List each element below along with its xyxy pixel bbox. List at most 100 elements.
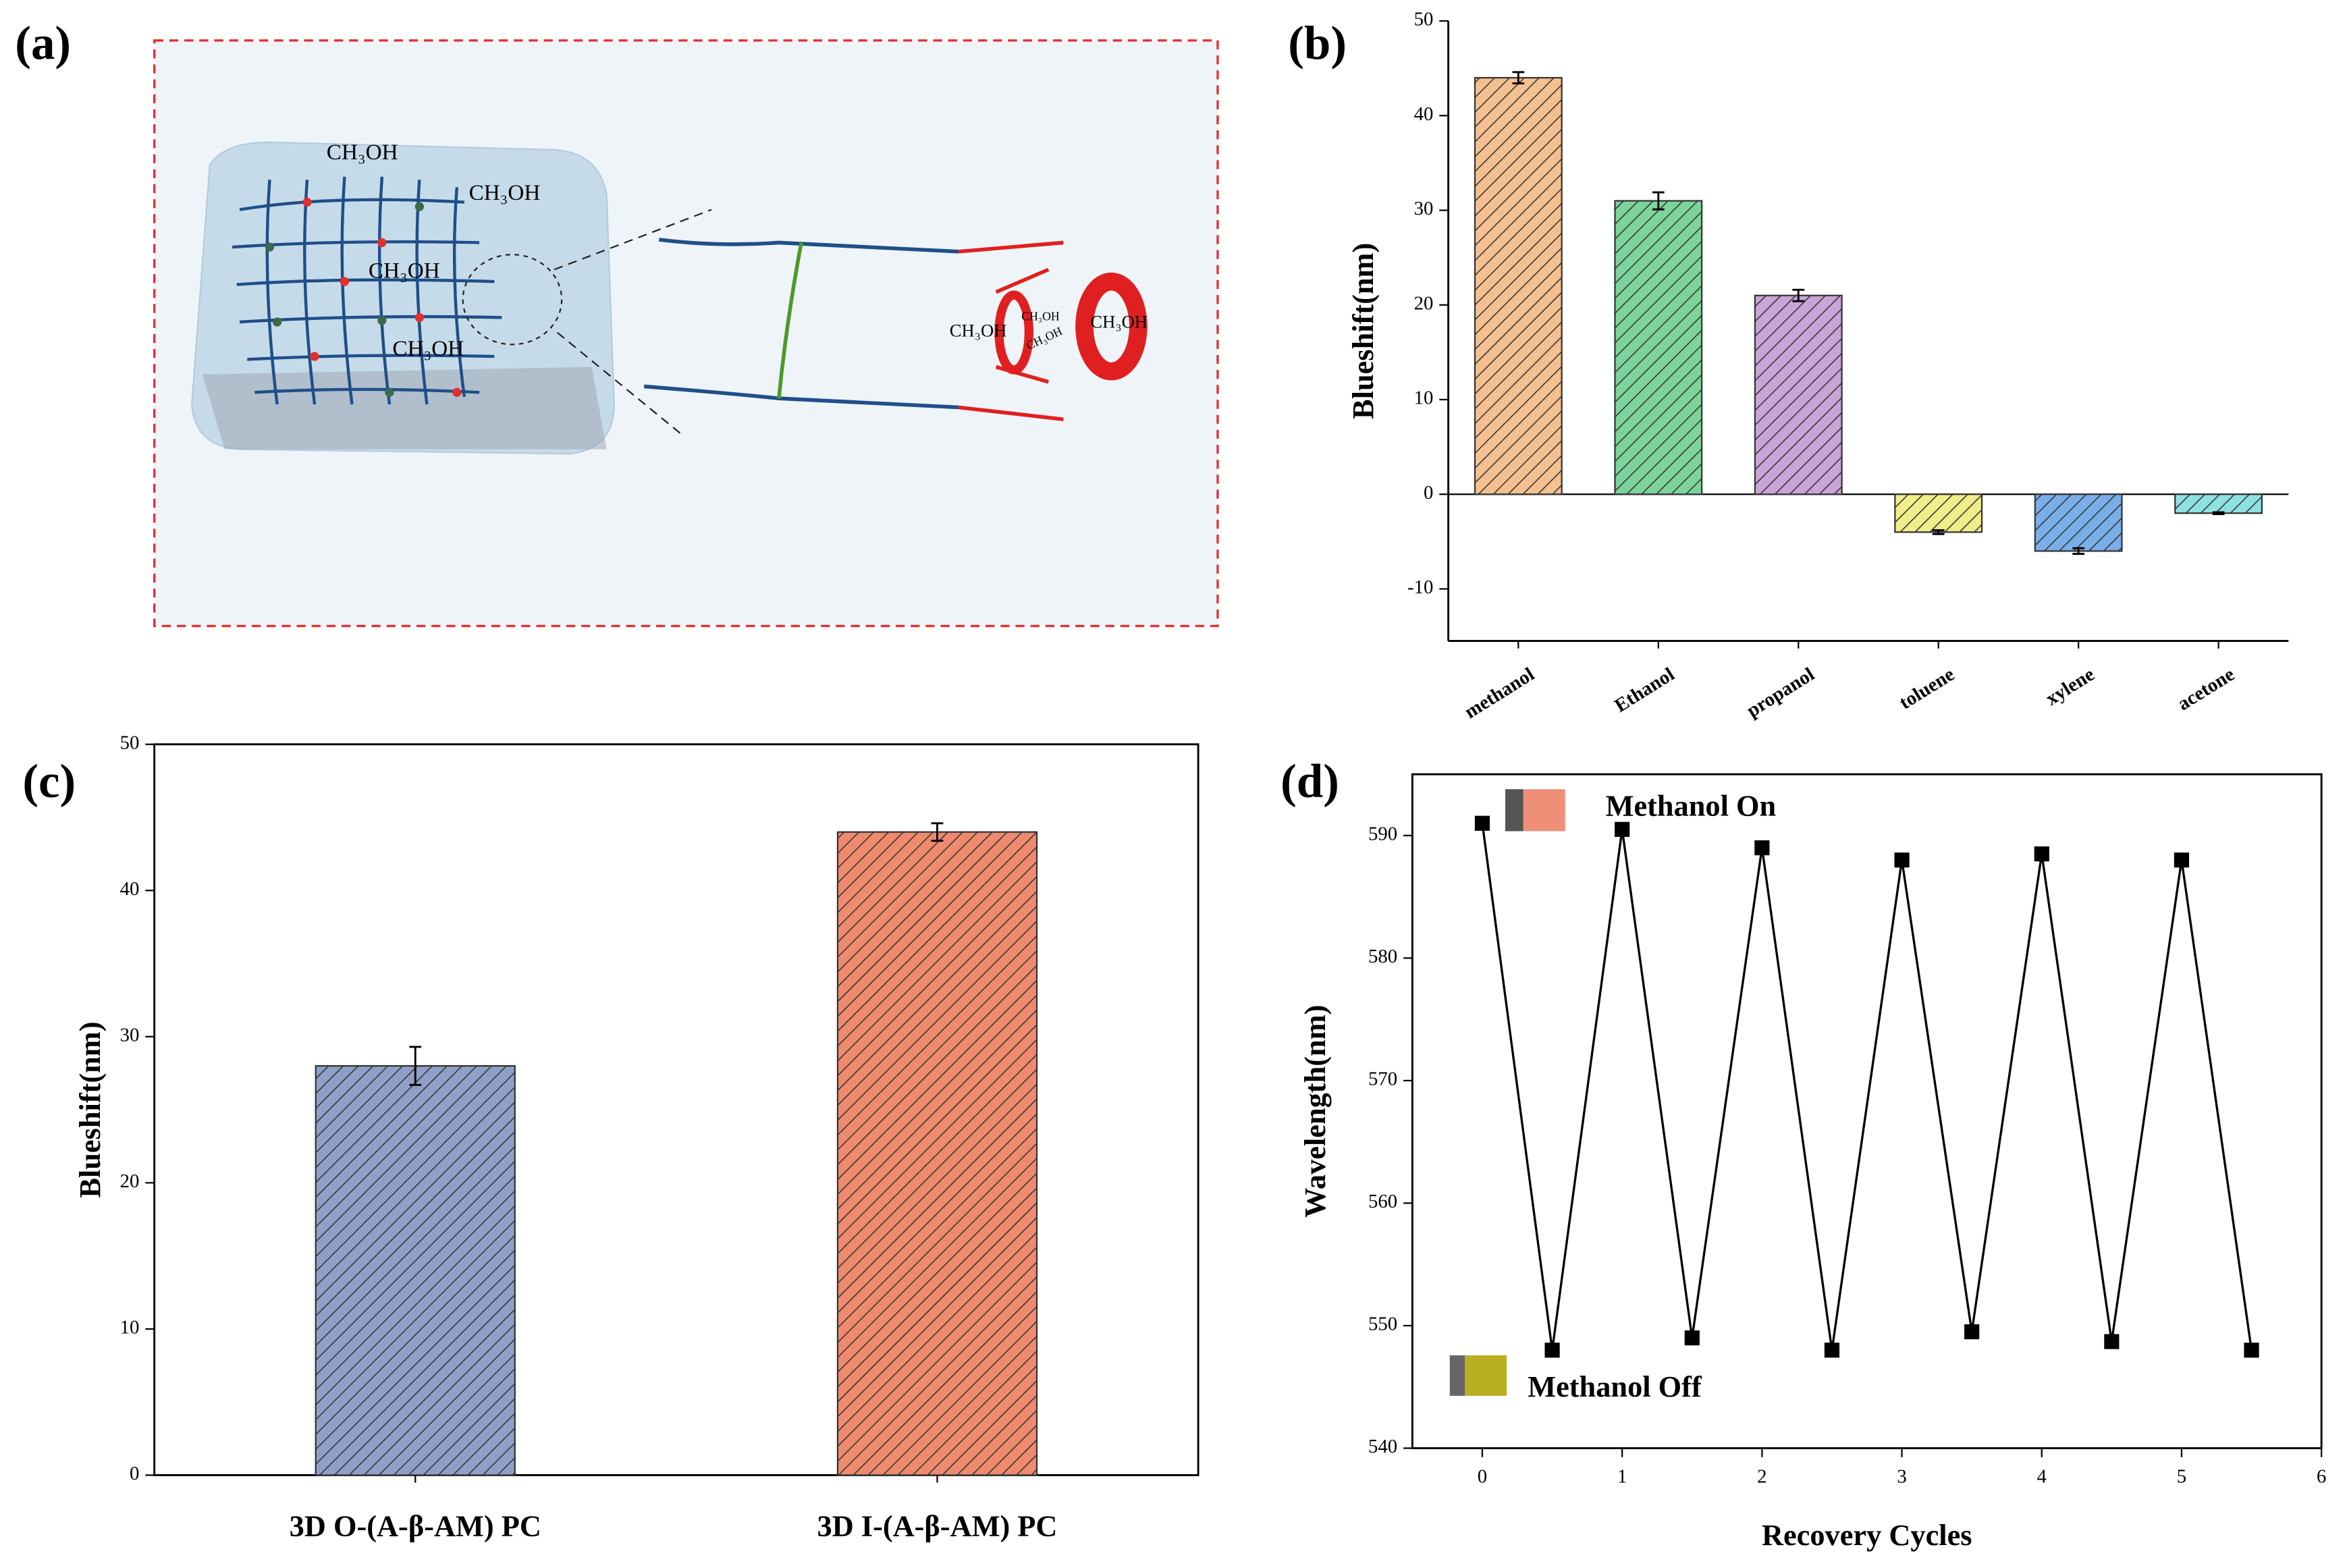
x-tick-label: 1 — [1617, 1466, 1627, 1488]
x-axis-title: Recovery Cycles — [1762, 1518, 1972, 1552]
x-tick-label: propanol — [1743, 664, 1818, 722]
y-tick-label: 30 — [120, 1024, 140, 1046]
error-bar — [1932, 529, 1945, 535]
gel-bottom — [202, 367, 607, 450]
x-tick-label: methanol — [1461, 664, 1538, 723]
marker — [2104, 1334, 2120, 1349]
marker — [2034, 846, 2049, 862]
y-tick-label: 0 — [1424, 482, 1433, 504]
x-tick-label: 3 — [1897, 1466, 1906, 1488]
error-bar — [2212, 511, 2225, 516]
y-axis-title: Wavelength(nm) — [1298, 1005, 1332, 1218]
y-tick-label: 10 — [120, 1317, 140, 1339]
y-tick-label: 0 — [130, 1463, 139, 1484]
y-tick-label: 550 — [1368, 1314, 1397, 1335]
panel-label: (c) — [22, 755, 76, 808]
error-bar — [2072, 547, 2085, 556]
y-tick-label: 50 — [120, 732, 140, 753]
nodes — [265, 202, 425, 397]
diagram-text: CH₃OH — [392, 336, 464, 361]
network — [232, 176, 502, 405]
panel-label: (b) — [1288, 17, 1347, 70]
x-tick-label: Ethanol — [1611, 664, 1678, 717]
plot-frame — [153, 743, 1199, 1476]
marker — [1544, 1343, 1560, 1358]
marker — [1474, 815, 1490, 831]
diagram-text: CH₃OH — [327, 140, 398, 165]
marker — [1964, 1324, 1980, 1340]
photo-inset — [1449, 1355, 1465, 1396]
zoom-line — [554, 209, 712, 271]
x-tick-label: 3D I-(A-β-AM) PC — [817, 1509, 1058, 1543]
diagram-text: CH₃OH — [950, 321, 1007, 341]
x-tick-label: 5 — [2177, 1466, 2186, 1488]
line — [1481, 823, 2253, 1351]
y-tick-label: 10 — [1414, 387, 1434, 409]
diagram-text: CH₃OH — [469, 180, 541, 205]
x-tick-label: 4 — [2037, 1466, 2047, 1488]
panel-label: (a) — [15, 17, 71, 70]
error-bar — [409, 1046, 422, 1086]
cyclodextrin-ring — [1075, 272, 1148, 381]
bar — [1474, 77, 1563, 495]
diagram-text: CH₃OH — [1090, 311, 1148, 331]
x-tick-label: toluene — [1895, 664, 1958, 714]
annotation: Methanol Off — [1528, 1370, 1702, 1403]
x-tick-label: 3D O-(A-β-AM) PC — [290, 1509, 541, 1543]
bar — [2174, 493, 2263, 514]
bar — [1614, 200, 1703, 495]
marker — [1684, 1330, 1700, 1346]
y-tick-label: 50 — [1414, 9, 1434, 30]
error-bar — [1512, 71, 1525, 85]
diagram-text: CH₃OH — [369, 258, 440, 283]
marker — [1615, 821, 1630, 837]
diagram-text: CH₃OH — [1021, 309, 1060, 323]
chain — [659, 238, 959, 254]
error-bar — [1652, 191, 1665, 211]
bar — [315, 1064, 516, 1476]
nodes — [302, 197, 462, 397]
diagram: (a) CH₃OH CH₃OH CH₃OH CH₃OH CH₃OH CH₃OH … — [15, 17, 1219, 628]
y-tick-label: 30 — [1414, 198, 1434, 219]
y-tick-label: 580 — [1368, 946, 1397, 967]
bar — [1894, 493, 1983, 533]
cyclodextrin — [958, 240, 1064, 421]
error-bar — [1792, 288, 1805, 302]
marker — [2244, 1343, 2259, 1358]
marker — [1824, 1343, 1840, 1358]
annotation: Methanol On — [1606, 788, 1777, 822]
panel-label: (d) — [1280, 755, 1339, 808]
x-tick-label: 6 — [2317, 1466, 2326, 1488]
bar — [2034, 493, 2123, 552]
y-tick-label: 540 — [1368, 1436, 1397, 1457]
photo-inset — [1505, 789, 1523, 832]
plot-frame — [1411, 773, 2323, 1449]
y-tick-label: 20 — [1414, 292, 1434, 314]
y-tick-label: 40 — [120, 878, 140, 900]
y-tick-label: 560 — [1368, 1191, 1397, 1212]
y-tick-label: 590 — [1368, 823, 1397, 844]
y-tick-label: 570 — [1368, 1069, 1397, 1090]
crosslink — [777, 242, 803, 399]
zoom-line — [556, 331, 682, 435]
zoom-circle — [462, 254, 563, 346]
marker — [1894, 853, 1910, 868]
x-tick-label: 2 — [1757, 1466, 1766, 1488]
bar — [1754, 294, 1843, 495]
y-tick-label: 20 — [120, 1170, 140, 1192]
x-tick-label: xylene — [2042, 664, 2099, 710]
y-axis-title: Blueshift(nm) — [73, 1021, 107, 1197]
y-axis-title: Blueshift(nm) — [1346, 243, 1380, 419]
x-tick-label: 0 — [1478, 1466, 1487, 1488]
error-bar — [931, 822, 944, 842]
marker — [1754, 840, 1770, 856]
cyclodextrin-ring — [994, 290, 1034, 375]
y-tick-label: 40 — [1414, 103, 1434, 125]
x-tick-label: acetone — [2174, 664, 2238, 715]
chain — [643, 384, 959, 410]
y-tick-label: -10 — [1407, 576, 1433, 598]
marker — [2174, 853, 2190, 868]
bar — [836, 831, 1038, 1476]
